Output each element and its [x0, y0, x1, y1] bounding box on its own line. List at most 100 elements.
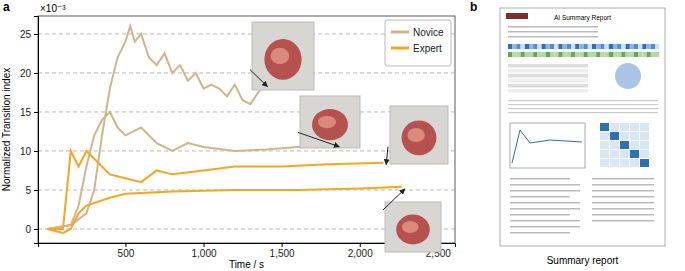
photo-bg: [385, 202, 441, 252]
report-block: [508, 31, 598, 33]
report-block: [508, 74, 588, 78]
photo-tissue-highlight: [402, 221, 419, 233]
arrow: [383, 189, 405, 210]
tick-mark: [204, 243, 205, 247]
report-block: [596, 44, 600, 49]
report-block: [630, 52, 634, 57]
report-block: [546, 44, 550, 49]
report-block: [600, 141, 609, 149]
report-block: [575, 52, 579, 57]
report-block: [525, 44, 529, 49]
report-block: [617, 44, 621, 49]
report-block: [512, 52, 516, 57]
report-block: [592, 184, 654, 186]
tick: 25: [20, 29, 38, 40]
tick-label: 10: [20, 146, 32, 157]
report-block: [610, 150, 619, 158]
report-block: [620, 132, 629, 140]
report-block: [579, 52, 583, 57]
tick: 5: [25, 185, 38, 196]
report-block: [558, 44, 562, 49]
report-block: [610, 159, 619, 167]
report-block: [600, 159, 609, 167]
tick-label: 2,000: [348, 248, 373, 259]
report-block: [510, 214, 570, 216]
lines: [47, 26, 402, 233]
photo-tissue-highlight: [407, 128, 424, 142]
tick-label: 1,500: [270, 248, 295, 259]
report-block: [620, 150, 629, 158]
report-block: [571, 44, 575, 49]
report-block: [610, 141, 619, 149]
legend-box: [385, 20, 451, 66]
report-block: [634, 52, 638, 57]
report-block: [655, 44, 659, 49]
report-block: [510, 220, 580, 222]
tick-mark: [34, 151, 38, 152]
tick: 500: [118, 243, 135, 259]
report-block: [554, 52, 558, 57]
summary-report: bAI Summary ReportSummary report: [470, 0, 665, 266]
report-block: [630, 132, 639, 140]
report-block: [575, 44, 579, 49]
report-block: [640, 141, 649, 149]
legend-swatch: [391, 47, 409, 50]
report-block: [605, 52, 609, 57]
report-block: [508, 112, 658, 113]
report-block: [605, 44, 609, 49]
report-block: [642, 44, 646, 49]
report-block: [651, 44, 655, 49]
report-block: [634, 44, 638, 49]
legend-label: Novice: [413, 27, 444, 38]
report-block: [630, 44, 634, 49]
series-line: [47, 112, 336, 229]
report-block: [651, 52, 655, 57]
photo-tissue: [312, 109, 348, 140]
axis-line: [34, 17, 39, 244]
report-block: [584, 52, 588, 57]
report-block: [508, 44, 512, 49]
tick-label: 5: [25, 185, 31, 196]
report-block: [621, 44, 625, 49]
photo-bg: [300, 96, 360, 148]
report-block: [609, 52, 613, 57]
report-block: [508, 36, 598, 38]
arrow: [386, 147, 388, 165]
report-block: [592, 190, 654, 192]
tick: 2,000: [348, 243, 373, 259]
report-block: [537, 52, 541, 57]
arrow: [298, 132, 339, 146]
report-block: [626, 52, 630, 57]
report-caption: Summary report: [547, 255, 619, 266]
tick-label: 500: [118, 248, 135, 259]
report-block: [508, 26, 598, 28]
legend-label: Expert: [413, 43, 442, 54]
report-block: [620, 141, 629, 149]
tick: 1,000: [192, 243, 217, 259]
tick-mark: [125, 243, 126, 247]
photo: [390, 106, 448, 164]
report-block: [510, 226, 580, 228]
report-block: [579, 44, 583, 49]
report-block: [529, 44, 533, 49]
report-block: [638, 44, 642, 49]
report-block: [596, 52, 600, 57]
report-block: [640, 150, 649, 158]
report-logo: [506, 13, 528, 19]
series-line: [47, 187, 402, 233]
report-block: [613, 44, 617, 49]
report-block: [640, 159, 649, 167]
report-block: [521, 44, 525, 49]
report-block: [529, 52, 533, 57]
axis-multiplier: ×10⁻³: [40, 3, 66, 14]
photo: [385, 202, 441, 252]
report-block: [510, 232, 570, 234]
grid-line: [38, 72, 455, 73]
arrow: [250, 70, 267, 87]
report-block: [640, 123, 649, 131]
report-block: [592, 52, 596, 57]
tick: 10: [20, 146, 38, 157]
tick: 1,500: [270, 243, 295, 259]
report-block: [508, 100, 658, 101]
report-page: [500, 8, 665, 246]
